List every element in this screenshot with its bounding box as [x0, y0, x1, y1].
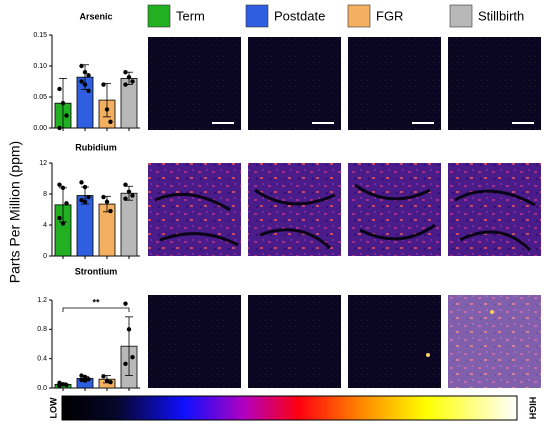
data-point [108, 208, 113, 214]
legend: Term Postdate FGR Stillbirth [147, 4, 524, 28]
data-point [82, 199, 88, 204]
data-point [123, 70, 128, 75]
y-tick-label: 0 [43, 253, 47, 260]
bar [120, 78, 138, 129]
image-panel [248, 37, 341, 130]
data-point [60, 101, 66, 106]
data-point [57, 383, 62, 388]
data-point [130, 193, 135, 198]
image-panel [148, 37, 241, 130]
data-point [57, 215, 62, 221]
legend-label: Term [176, 8, 205, 23]
chart-title: Strontium [75, 266, 118, 276]
image-panel [448, 163, 541, 256]
data-point [64, 382, 69, 388]
data-point [104, 107, 110, 112]
data-point [60, 221, 66, 226]
data-point [126, 189, 132, 194]
significance-label: ** [92, 297, 100, 307]
image-panel [448, 295, 541, 388]
bar [120, 192, 138, 257]
y-tick-label: 4 [43, 222, 47, 229]
legend-label: Stillbirth [478, 8, 524, 23]
data-point [130, 79, 135, 84]
y-tick-label: 0.4 [37, 356, 47, 363]
data-point [86, 377, 91, 382]
data-point [60, 185, 66, 190]
data-point [82, 70, 88, 75]
data-point [126, 327, 132, 332]
data-point [79, 198, 84, 203]
data-point [79, 180, 84, 185]
bar [76, 195, 94, 257]
data-point [123, 196, 128, 201]
data-point [101, 82, 106, 87]
image-panels [148, 37, 541, 388]
y-tick-label: 0.00 [33, 125, 47, 132]
data-point [64, 201, 69, 206]
legend-swatch [245, 4, 269, 28]
chart-title: Rubidium [75, 142, 117, 152]
data-point [126, 74, 132, 80]
data-point [123, 301, 128, 306]
y-tick-label: 0.15 [33, 32, 47, 39]
colorbar [61, 395, 518, 421]
data-point [123, 82, 128, 87]
image-panel [348, 295, 441, 388]
legend-swatch [347, 4, 371, 28]
data-point [82, 374, 88, 380]
data-point [82, 378, 88, 383]
data-point [101, 374, 106, 379]
legend-label: Postdate [274, 8, 325, 23]
significance-bracket [62, 307, 130, 312]
data-point [79, 63, 84, 69]
image-panel [348, 163, 441, 256]
data-point [57, 86, 62, 92]
legend-swatch [147, 4, 171, 28]
y-tick-label: 0.10 [33, 63, 47, 70]
image-spot [490, 310, 494, 314]
data-point [60, 382, 66, 387]
y-tick-label: 8 [43, 191, 47, 198]
colorbar-low: LOW [48, 397, 58, 418]
image-panel [248, 295, 341, 388]
y-tick-label: 0.8 [37, 326, 47, 333]
data-point [108, 379, 113, 385]
image-panel [448, 37, 541, 130]
data-point [86, 194, 91, 200]
data-point [101, 194, 106, 200]
data-point [130, 355, 135, 360]
image-panel [148, 295, 241, 388]
data-point [64, 113, 69, 118]
data-point [104, 199, 110, 204]
data-point [79, 377, 84, 383]
legend-swatch [449, 4, 473, 28]
image-spot [426, 353, 430, 357]
data-point [86, 73, 91, 78]
data-point [79, 373, 84, 378]
colorbar-high: HIGH [528, 397, 538, 420]
data-point [108, 119, 113, 125]
y-tick-label: 1.2 [37, 297, 47, 304]
y-tick-label: 12 [39, 160, 47, 167]
image-panel [248, 163, 341, 256]
image-panel [348, 37, 441, 130]
data-point [82, 82, 88, 87]
chart-title: Arsenic [79, 11, 112, 21]
data-point [79, 79, 84, 84]
data-point [57, 125, 62, 131]
data-point [82, 184, 88, 190]
data-point [57, 182, 62, 187]
y-tick-label: 0.0 [37, 385, 47, 392]
y-axis-title: Parts Per Million (ppm) [7, 141, 23, 283]
image-texture [154, 183, 536, 252]
y-tick-label: 0.05 [33, 94, 47, 101]
data-point [86, 88, 91, 94]
data-point [123, 182, 128, 187]
legend-label: FGR [376, 8, 403, 23]
data-point [123, 361, 128, 366]
data-point [104, 378, 110, 383]
